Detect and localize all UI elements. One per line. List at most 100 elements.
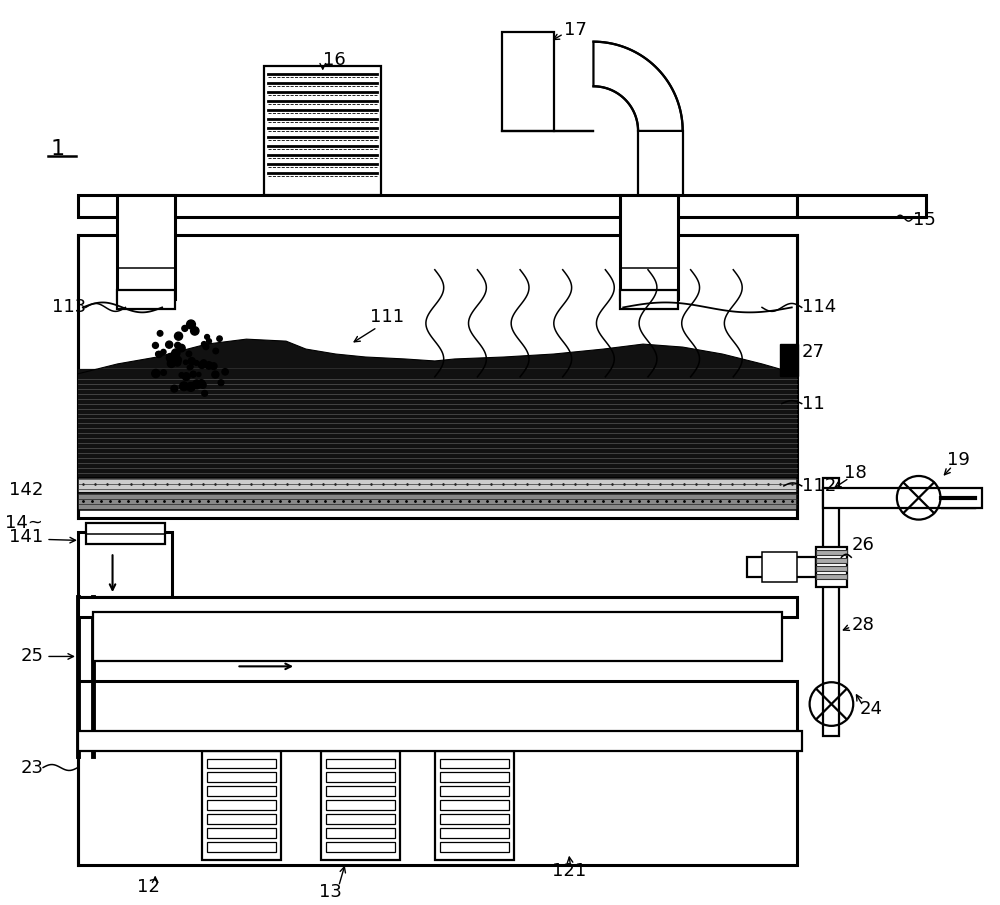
Circle shape bbox=[194, 360, 199, 366]
Circle shape bbox=[179, 373, 184, 377]
Circle shape bbox=[213, 348, 219, 354]
Circle shape bbox=[172, 349, 180, 357]
Circle shape bbox=[167, 359, 175, 367]
Bar bbox=[78, 493, 797, 510]
Text: 25: 25 bbox=[20, 647, 43, 665]
Circle shape bbox=[192, 380, 201, 389]
Bar bbox=[780, 344, 798, 376]
Text: 121: 121 bbox=[552, 862, 586, 880]
Bar bbox=[207, 842, 276, 852]
Circle shape bbox=[197, 373, 201, 376]
Bar bbox=[326, 828, 395, 838]
Bar bbox=[816, 550, 847, 556]
Polygon shape bbox=[78, 339, 797, 374]
Bar bbox=[816, 548, 847, 587]
Circle shape bbox=[198, 380, 205, 386]
Circle shape bbox=[178, 344, 185, 352]
Bar bbox=[78, 681, 797, 864]
Bar bbox=[207, 800, 276, 810]
Bar bbox=[440, 828, 509, 838]
Circle shape bbox=[188, 357, 195, 365]
Circle shape bbox=[156, 351, 161, 357]
Text: 16: 16 bbox=[323, 51, 346, 69]
Text: 19: 19 bbox=[947, 451, 970, 469]
Bar bbox=[78, 478, 797, 493]
Circle shape bbox=[200, 380, 205, 385]
Circle shape bbox=[212, 371, 219, 378]
Text: 113: 113 bbox=[52, 299, 86, 317]
Text: 17: 17 bbox=[564, 21, 587, 39]
Bar bbox=[326, 758, 395, 768]
Circle shape bbox=[205, 335, 210, 339]
Circle shape bbox=[161, 349, 166, 355]
Bar bbox=[440, 800, 509, 810]
Circle shape bbox=[186, 351, 192, 357]
Bar bbox=[816, 567, 847, 571]
Bar bbox=[326, 814, 395, 824]
Circle shape bbox=[217, 336, 222, 341]
Bar bbox=[326, 800, 395, 810]
Circle shape bbox=[190, 371, 196, 377]
Bar bbox=[440, 758, 509, 768]
Circle shape bbox=[203, 344, 209, 349]
Bar bbox=[435, 750, 514, 860]
Circle shape bbox=[201, 360, 207, 366]
Bar bbox=[117, 195, 175, 300]
Bar bbox=[117, 290, 175, 310]
Circle shape bbox=[207, 338, 211, 344]
Text: 111: 111 bbox=[370, 309, 404, 327]
Bar bbox=[440, 786, 509, 796]
Circle shape bbox=[171, 386, 178, 392]
Bar bbox=[440, 773, 509, 783]
Circle shape bbox=[157, 330, 163, 336]
Circle shape bbox=[156, 351, 162, 357]
Bar bbox=[207, 814, 276, 824]
Bar bbox=[823, 478, 839, 736]
Circle shape bbox=[201, 341, 207, 347]
Bar bbox=[78, 195, 797, 217]
Bar bbox=[78, 235, 797, 518]
Text: 27: 27 bbox=[802, 343, 825, 361]
Circle shape bbox=[202, 390, 207, 396]
Circle shape bbox=[161, 370, 166, 376]
Bar bbox=[78, 532, 172, 597]
Bar bbox=[207, 828, 276, 838]
Circle shape bbox=[182, 326, 188, 331]
Text: 1: 1 bbox=[50, 138, 64, 158]
Circle shape bbox=[218, 380, 224, 386]
Circle shape bbox=[180, 382, 188, 391]
Circle shape bbox=[166, 353, 175, 362]
Text: 26: 26 bbox=[851, 537, 874, 555]
Circle shape bbox=[198, 361, 206, 368]
Text: 141: 141 bbox=[9, 529, 43, 547]
Text: 24: 24 bbox=[859, 700, 882, 718]
Text: 11: 11 bbox=[802, 395, 824, 413]
Circle shape bbox=[210, 363, 217, 369]
Circle shape bbox=[152, 369, 160, 377]
Circle shape bbox=[174, 357, 181, 364]
Circle shape bbox=[174, 359, 181, 366]
Bar bbox=[207, 773, 276, 783]
Bar bbox=[326, 842, 395, 852]
Circle shape bbox=[205, 362, 213, 369]
Text: 23: 23 bbox=[20, 758, 43, 776]
Circle shape bbox=[166, 341, 173, 348]
Text: 18: 18 bbox=[844, 464, 867, 482]
Bar bbox=[93, 612, 782, 662]
Bar bbox=[797, 195, 926, 217]
Bar bbox=[78, 597, 797, 617]
Circle shape bbox=[222, 368, 228, 375]
Bar bbox=[620, 195, 678, 300]
Bar bbox=[202, 750, 281, 860]
Circle shape bbox=[175, 342, 181, 348]
Bar bbox=[823, 488, 982, 508]
Text: 28: 28 bbox=[851, 615, 874, 634]
Circle shape bbox=[175, 332, 183, 340]
Text: 114: 114 bbox=[802, 299, 836, 317]
Circle shape bbox=[152, 342, 158, 348]
Bar bbox=[264, 66, 381, 195]
Circle shape bbox=[189, 365, 193, 369]
Bar bbox=[78, 369, 797, 478]
Text: 13: 13 bbox=[319, 883, 342, 901]
Circle shape bbox=[187, 320, 195, 329]
